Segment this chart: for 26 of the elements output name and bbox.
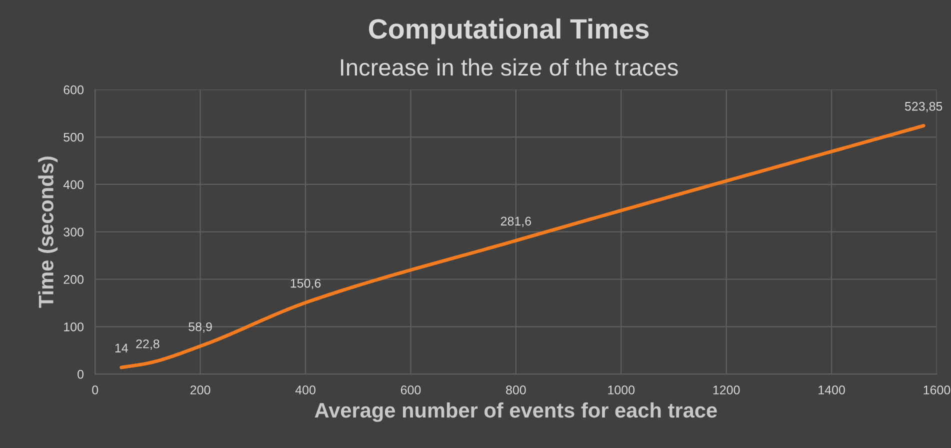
chart-title: Computational Times bbox=[368, 18, 649, 44]
data-label: 281,6 bbox=[500, 216, 532, 228]
y-axis-title: Time (seconds) bbox=[38, 156, 58, 308]
data-label: 14 bbox=[115, 344, 128, 352]
data-label: 22,8 bbox=[136, 339, 160, 350]
x-tick-label: 1000 bbox=[608, 386, 635, 394]
y-tick-label: 100 bbox=[64, 322, 84, 332]
data-label: 150,6 bbox=[290, 278, 321, 290]
y-tick-label: 500 bbox=[64, 132, 84, 142]
x-tick-label: 800 bbox=[506, 386, 526, 394]
y-tick-label: 300 bbox=[64, 228, 84, 236]
x-axis-title: Average number of events for each trace bbox=[314, 402, 717, 422]
x-tick-label: 1200 bbox=[713, 386, 740, 394]
y-tick-label: 0 bbox=[78, 370, 84, 379]
x-tick-label: 400 bbox=[295, 386, 316, 394]
x-tick-label: 0 bbox=[92, 386, 98, 394]
chart-subtitle: Increase in the size of the traces bbox=[341, 58, 678, 76]
x-tick-label: 200 bbox=[190, 386, 210, 394]
y-tick-label: 400 bbox=[63, 180, 84, 190]
x-tick-label: 600 bbox=[400, 386, 421, 394]
y-tick-label: 600 bbox=[64, 85, 84, 94]
x-tick-label: 1400 bbox=[818, 386, 845, 394]
x-tick-label: 1600 bbox=[924, 386, 950, 394]
data-label: 58,9 bbox=[188, 322, 212, 333]
data-label: 523,85 bbox=[904, 102, 942, 112]
y-tick-label: 200 bbox=[64, 275, 84, 284]
